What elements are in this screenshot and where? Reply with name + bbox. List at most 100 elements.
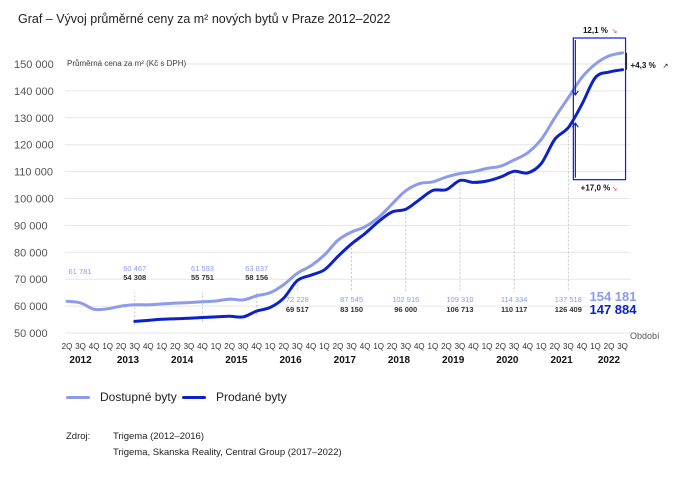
legend-swatch-prodane	[182, 395, 206, 399]
data-label-dostupne: 137 518	[555, 295, 582, 304]
x-quarter-label: 3Q	[563, 342, 574, 351]
x-year-label: 2020	[496, 355, 519, 366]
data-label-dostupne: 109 310	[446, 295, 473, 304]
data-label-prodane: 147 884	[590, 302, 638, 317]
data-label-dostupne: 102 916	[392, 295, 419, 304]
x-quarter-label: 4Q	[197, 342, 208, 351]
data-label-dostupne: 61 781	[69, 267, 92, 276]
x-quarter-label: 4Q	[143, 342, 154, 351]
source-line-1: Trigema (2012–2016)	[113, 431, 205, 442]
data-label-dostupne: 63 837	[245, 264, 268, 273]
data-label-prodane: 83 150	[340, 305, 363, 314]
series-line-prodane	[133, 68, 625, 323]
change-arrow-icon: ↘	[612, 28, 618, 35]
x-quarter-label: 2Q	[495, 342, 506, 351]
y-tick-label: 70 000	[14, 274, 48, 286]
x-quarter-label: 2Q	[278, 342, 289, 351]
x-year-label: 2015	[225, 355, 248, 366]
x-quarter-label: 2Q	[116, 342, 127, 351]
data-label-prodane: 126 409	[555, 305, 582, 314]
x-quarter-label: 1Q	[428, 342, 439, 351]
x-quarter-label: 2Q	[387, 342, 398, 351]
x-quarter-label: 3Q	[617, 342, 628, 351]
x-quarter-label: 4Q	[522, 342, 533, 351]
x-quarter-label: 2Q	[62, 342, 73, 351]
x-quarter-label: 2Q	[604, 342, 615, 351]
data-label-dostupne: 87 545	[340, 295, 363, 304]
y-tick-label: 50 000	[14, 328, 48, 340]
y-tick-label: 110 000	[14, 167, 53, 179]
x-quarter-label: 3Q	[455, 342, 466, 351]
data-label-dostupne: 60 467	[123, 264, 146, 273]
x-year-label: 2018	[388, 355, 411, 366]
x-quarter-label: 4Q	[251, 342, 262, 351]
x-quarter-label: 1Q	[373, 342, 384, 351]
x-quarter-label: 1Q	[536, 342, 547, 351]
x-quarter-label: 1Q	[102, 342, 113, 351]
x-quarter-label: 2Q	[224, 342, 235, 351]
series-line-dostupne	[65, 51, 625, 312]
x-quarter-label: 3Q	[238, 342, 249, 351]
x-quarter-label: 4Q	[360, 342, 371, 351]
x-axis-label: Období	[630, 331, 660, 341]
y-tick-label: 150 000	[14, 59, 54, 71]
x-quarter-label: 4Q	[414, 342, 425, 351]
y-tick-label: 80 000	[14, 247, 48, 259]
data-label-dostupne: 114 334	[501, 295, 528, 304]
x-quarter-label: 3Q	[129, 342, 140, 351]
y-tick-label: 140 000	[14, 86, 54, 98]
x-quarter-label: 3Q	[292, 342, 303, 351]
data-label-dostupne: 72 228	[286, 295, 309, 304]
change-arrow-icon: ↘	[612, 186, 618, 193]
gap-arrow-icon: ↗	[663, 63, 669, 70]
legend-swatch-dostupne	[66, 395, 90, 399]
change-box	[572, 37, 627, 181]
legend-item-dostupne: Dostupné byty	[66, 390, 177, 404]
y-axis-label: Průměrná cena za m² (Kč s DPH)	[67, 59, 186, 68]
data-label-dostupne: 61 593	[191, 264, 214, 273]
x-quarter-label: 2Q	[441, 342, 452, 351]
legend-label-dostupne: Dostupné byty	[100, 390, 177, 404]
data-label-prodane: 54 308	[123, 273, 146, 282]
source-label: Zdroj:	[66, 431, 91, 442]
data-label-prodane: 69 517	[286, 305, 309, 314]
x-quarter-label: 4Q	[89, 342, 100, 351]
data-label-prodane: 110 117	[501, 305, 527, 314]
change-label-dostupne: 12,1 %	[583, 26, 608, 35]
x-year-label: 2022	[598, 355, 621, 366]
x-quarter-label: 2Q	[333, 342, 344, 351]
data-label-dostupne: 154 181	[590, 289, 637, 304]
arrow-down-head	[571, 90, 579, 96]
y-tick-label: 60 000	[14, 301, 48, 313]
change-label-prodane: +17,0 %	[581, 184, 611, 193]
data-label-prodane: 106 713	[446, 305, 473, 314]
legend-item-prodane: Prodané byty	[182, 390, 287, 404]
data-label-prodane: 55 751	[191, 273, 214, 282]
x-quarter-label: 1Q	[265, 342, 276, 351]
x-quarter-label: 1Q	[211, 342, 222, 351]
x-quarter-label: 1Q	[590, 342, 601, 351]
y-tick-label: 120 000	[14, 140, 54, 152]
y-tick-label: 130 000	[14, 113, 54, 125]
x-year-label: 2014	[171, 355, 194, 366]
x-year-label: 2012	[69, 355, 92, 366]
x-quarter-label: 3Q	[75, 342, 86, 351]
x-quarter-label: 3Q	[184, 342, 195, 351]
x-year-label: 2017	[334, 355, 357, 366]
x-quarter-label: 4Q	[306, 342, 317, 351]
x-year-label: 2021	[550, 355, 573, 366]
x-quarter-label: 3Q	[346, 342, 357, 351]
x-quarter-label: 2Q	[170, 342, 181, 351]
x-quarter-label: 1Q	[319, 342, 330, 351]
price-chart: 50 000 60 000 70 000 80 000 90 000 100 000 110…	[14, 26, 669, 366]
arrow-up-head	[571, 122, 579, 128]
x-quarter-label: 2Q	[549, 342, 560, 351]
x-year-label: 2013	[117, 355, 140, 366]
chart-title: Graf – Vývoj průměrné ceny za m² nových …	[18, 12, 391, 26]
data-label-prodane: 58 156	[245, 273, 268, 282]
y-tick-label: 90 000	[14, 220, 48, 232]
x-quarter-label: 3Q	[509, 342, 520, 351]
gap-label: +4,3 %	[631, 61, 656, 70]
x-quarter-label: 4Q	[468, 342, 479, 351]
x-quarter-label: 1Q	[482, 342, 493, 351]
